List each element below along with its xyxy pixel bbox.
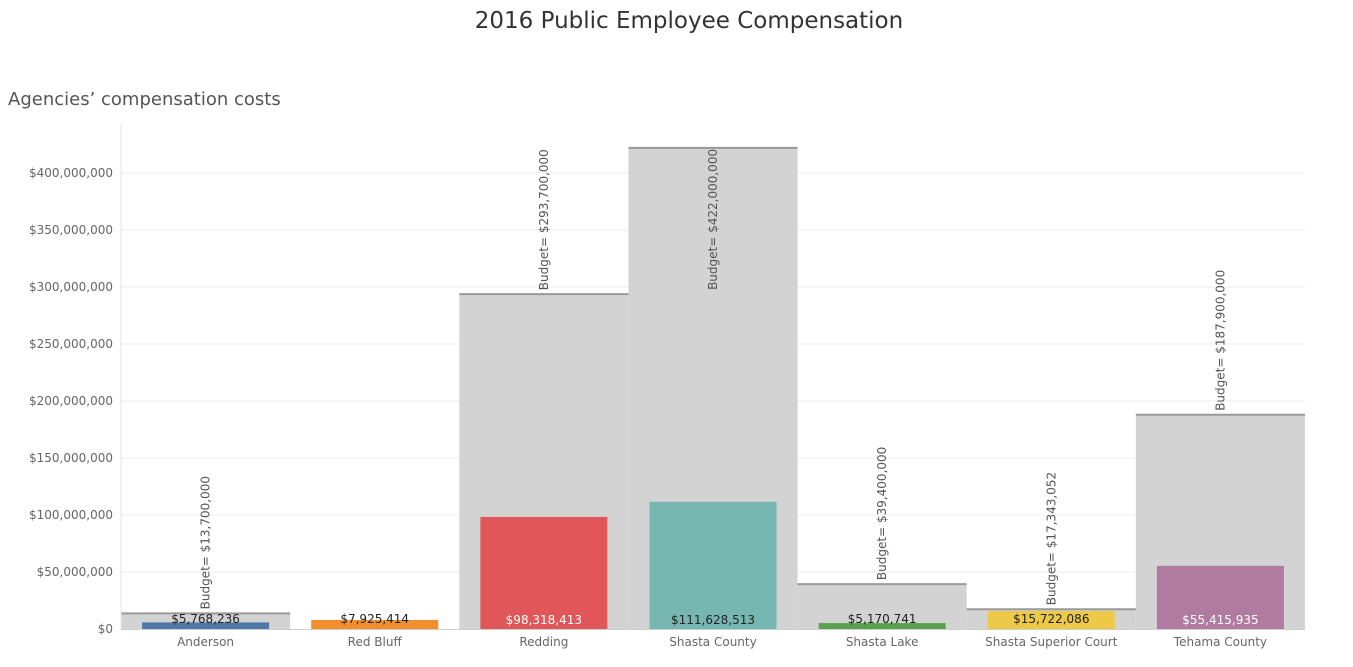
y-tick-label: $400,000,000 [29,166,113,180]
bar [987,611,1115,629]
bar-value-label: $111,628,513 [671,613,755,627]
chart-subtitle: Agencies’ compensation costs [8,89,281,110]
budget-band [797,584,967,629]
budget-label: Budget= $13,700,000 [199,476,213,609]
x-tick-label: Redding [519,635,568,649]
labels-layer: $5,768,236 Budget= $13,700,000 $7,925,414 $… [171,149,1258,627]
budget-label: Budget= $17,343,052 [1044,472,1058,605]
y-tick-label: $350,000,000 [29,223,113,237]
x-tick-label: Anderson [177,635,234,649]
budget-label: Budget= $187,900,000 [1213,270,1227,411]
y-tick-label: $250,000,000 [29,337,113,351]
y-tick-label: $50,000,000 [37,565,113,579]
budget-label: Budget= $293,700,000 [537,149,551,290]
bars-layer [142,501,1284,629]
bar [818,623,946,629]
bar-value-label: $7,925,414 [340,612,409,626]
y-tick-label: $200,000,000 [29,394,113,408]
x-tick-label: Shasta Lake [846,635,919,649]
bar [1156,565,1284,629]
x-tick-label: Shasta Superior Court [985,635,1118,649]
y-tick-label: $300,000,000 [29,280,113,294]
axes-layer: $0 $50,000,000 $100,000,000 $150,000,000 $20… [29,124,1305,649]
x-tick-label: Red Bluff [348,635,403,649]
bar-value-label: $5,170,741 [848,612,917,626]
x-tick-label: Shasta County [669,635,756,649]
bar [142,622,270,629]
bar [480,516,608,629]
bar [649,501,777,629]
bar-value-label: $15,722,086 [1013,612,1089,626]
y-tick-label: $0 [98,622,113,636]
bar-value-label: $5,768,236 [171,612,240,626]
bar-value-label: $98,318,413 [506,613,582,627]
bar-value-label: $55,415,935 [1182,613,1258,627]
bar [311,619,439,629]
chart-title: 2016 Public Employee Compensation [474,8,904,34]
y-tick-label: $150,000,000 [29,451,113,465]
x-tick-label: Tehama County [1173,635,1267,649]
y-tick-label: $100,000,000 [29,508,113,522]
budget-label: Budget= $39,400,000 [875,447,889,580]
budget-label: Budget= $422,000,000 [706,149,720,290]
